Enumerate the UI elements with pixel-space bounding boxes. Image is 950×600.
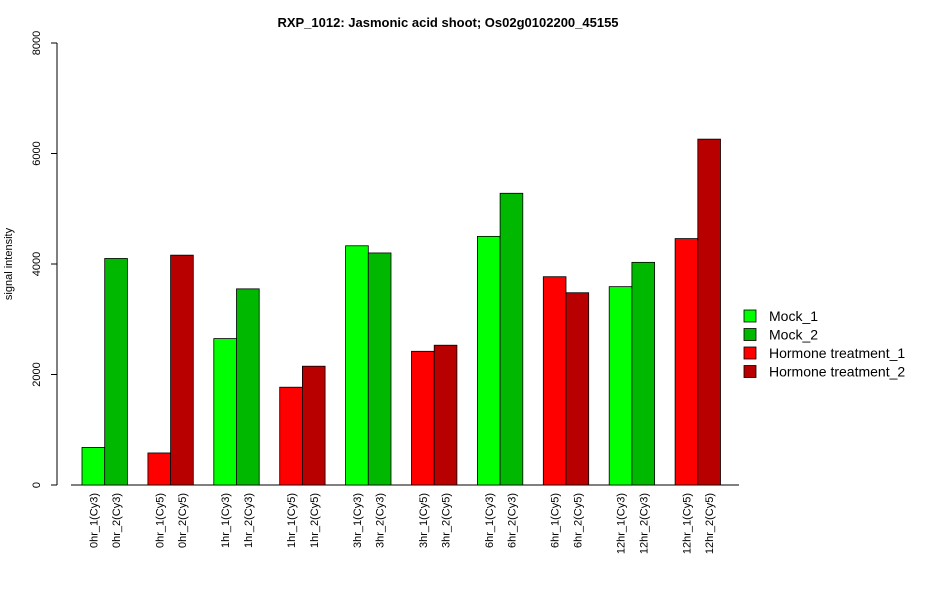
chart-title: RXP_1012: Jasmonic acid shoot; Os02g0102… bbox=[277, 15, 618, 30]
x-tick-label: 3hr_1(Cy5) bbox=[418, 493, 430, 548]
y-tick-label: 2000 bbox=[31, 362, 43, 386]
x-tick-label: 6hr_2(Cy5) bbox=[572, 493, 584, 548]
bar-1hr_2(Cy5) bbox=[301, 365, 326, 486]
bar-3hr_2(Cy3) bbox=[367, 252, 392, 486]
x-tick-label: 12hr_2(Cy3) bbox=[638, 493, 650, 554]
x-tick-label: 12hr_2(Cy5) bbox=[704, 493, 716, 554]
legend-label: Hormone treatment_2 bbox=[769, 364, 905, 380]
legend-swatch bbox=[743, 309, 757, 323]
x-tick-label: 1hr_2(Cy3) bbox=[243, 493, 255, 548]
y-axis-label: signal intensity bbox=[3, 227, 15, 300]
legend-label: Mock_2 bbox=[769, 327, 818, 343]
bar-0hr_2(Cy3) bbox=[104, 258, 128, 486]
bar-12hr_1(Cy5) bbox=[674, 238, 699, 486]
bar-6hr_2(Cy3) bbox=[499, 192, 524, 486]
bar-6hr_1(Cy3) bbox=[476, 235, 501, 486]
bar-3hr_2(Cy5) bbox=[433, 344, 458, 486]
bar-0hr_1(Cy5) bbox=[147, 452, 171, 486]
x-tick-label: 3hr_2(Cy5) bbox=[441, 493, 453, 548]
x-tick-labels: 0hr_1(Cy3) 0hr_2(Cy3) 0hr_1(Cy5) 0hr_2(Cy5)… bbox=[88, 493, 716, 554]
bar-12hr_1(Cy3) bbox=[608, 286, 633, 486]
x-tick-label: 0hr_1(Cy5) bbox=[154, 493, 166, 548]
bar-6hr_2(Cy5) bbox=[565, 292, 590, 486]
y-axis: 0 2000 4000 6000 8000 bbox=[31, 31, 58, 488]
y-tick-label: 0 bbox=[31, 482, 43, 488]
x-tick-label: 12hr_1(Cy3) bbox=[616, 493, 628, 554]
bar-12hr_2(Cy5) bbox=[697, 138, 721, 486]
legend: Mock_1 Mock_2 Hormone treatment_1 Hormone t… bbox=[743, 308, 905, 380]
bars bbox=[81, 138, 721, 486]
legend-label: Hormone treatment_1 bbox=[769, 345, 905, 361]
bar-1hr_1(Cy3) bbox=[213, 338, 237, 486]
bar-6hr_1(Cy5) bbox=[542, 276, 567, 486]
legend-swatch bbox=[743, 365, 757, 378]
bar-1hr_2(Cy3) bbox=[236, 288, 260, 486]
legend-item: Mock_1 bbox=[743, 308, 818, 324]
legend-item: Hormone treatment_1 bbox=[743, 345, 905, 361]
y-tick-label: 8000 bbox=[31, 31, 43, 55]
bar-0hr_1(Cy3) bbox=[81, 447, 106, 486]
y-tick-label: 6000 bbox=[31, 141, 43, 165]
x-tick-label: 1hr_1(Cy3) bbox=[220, 493, 232, 548]
x-tick-label: 0hr_2(Cy5) bbox=[177, 493, 189, 548]
x-tick-label: 6hr_2(Cy3) bbox=[506, 493, 518, 548]
legend-label: Mock_1 bbox=[769, 308, 818, 324]
legend-swatch bbox=[743, 346, 757, 360]
bar-12hr_2(Cy3) bbox=[631, 261, 656, 486]
x-tick-label: 0hr_2(Cy3) bbox=[111, 493, 123, 548]
bar-3hr_1(Cy3) bbox=[345, 245, 369, 486]
y-tick-label: 4000 bbox=[31, 252, 43, 276]
x-tick-label: 6hr_1(Cy3) bbox=[484, 493, 496, 548]
legend-swatch bbox=[743, 328, 757, 341]
legend-item: Mock_2 bbox=[743, 327, 818, 343]
bar-0hr_2(Cy5) bbox=[170, 254, 194, 486]
x-tick-label: 12hr_1(Cy5) bbox=[681, 493, 693, 554]
x-tick-label: 6hr_1(Cy5) bbox=[550, 493, 562, 548]
bar-3hr_1(Cy5) bbox=[411, 350, 435, 486]
x-tick-label: 0hr_1(Cy3) bbox=[88, 493, 100, 548]
x-tick-label: 1hr_1(Cy5) bbox=[286, 493, 298, 548]
x-tick-label: 3hr_2(Cy3) bbox=[375, 493, 387, 548]
legend-item: Hormone treatment_2 bbox=[743, 364, 905, 380]
x-tick-label: 3hr_1(Cy3) bbox=[352, 493, 364, 548]
x-tick-label: 1hr_2(Cy5) bbox=[309, 493, 321, 548]
bar-1hr_1(Cy5) bbox=[279, 386, 303, 486]
